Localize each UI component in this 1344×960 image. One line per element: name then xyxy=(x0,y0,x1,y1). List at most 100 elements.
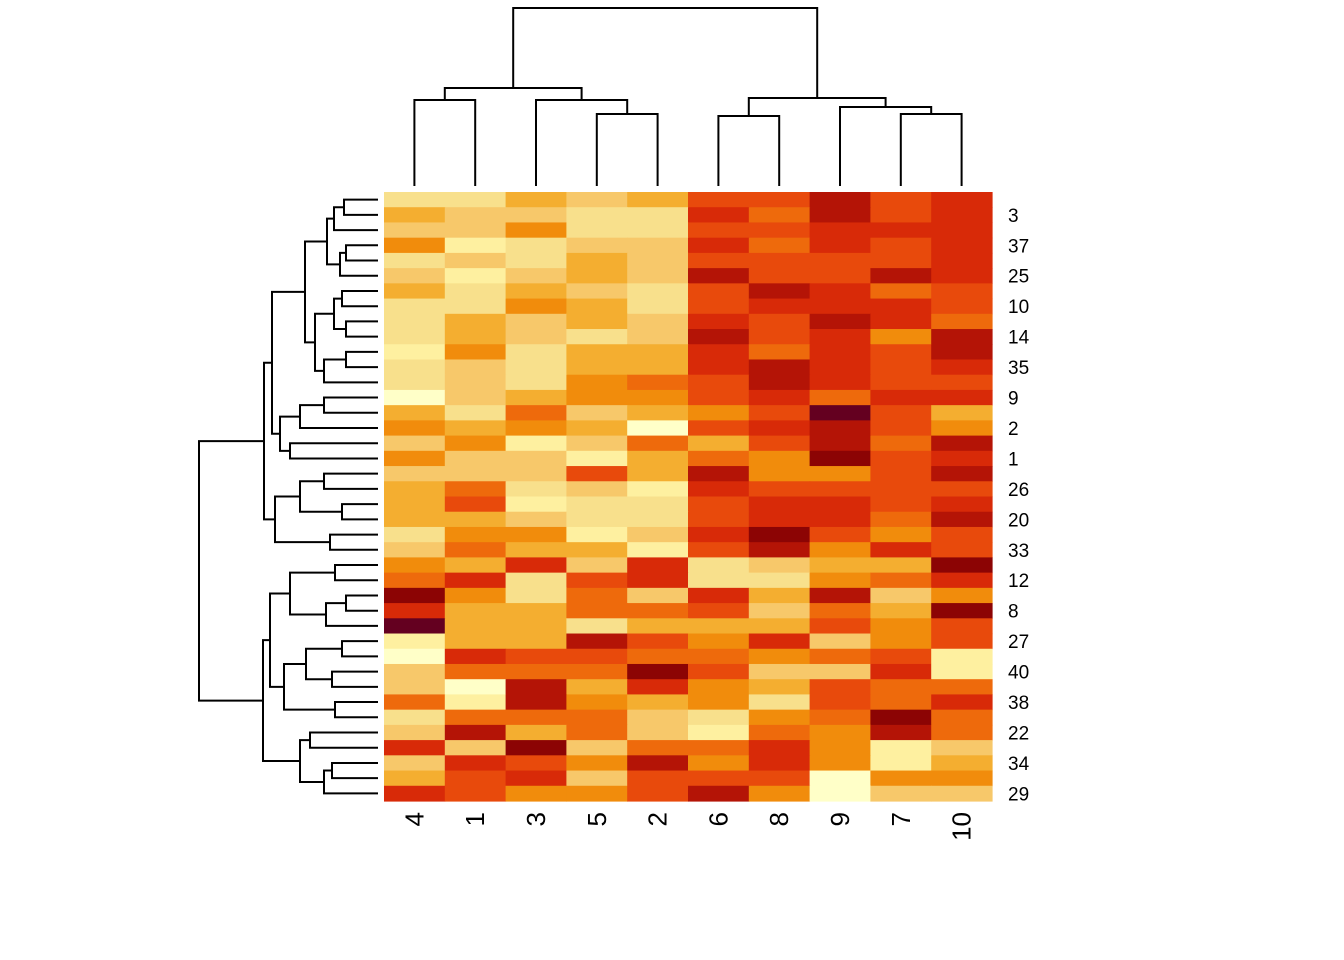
heatmap-cell xyxy=(688,724,750,741)
heatmap-cell xyxy=(384,572,446,589)
heatmap-cell xyxy=(566,268,628,284)
heatmap-cell xyxy=(748,237,811,254)
heatmap-cell xyxy=(870,298,932,315)
heatmap-cell xyxy=(566,496,628,513)
heatmap-cell xyxy=(444,283,507,300)
heatmap-cell xyxy=(870,405,932,421)
row-dendrogram-link xyxy=(345,320,378,338)
heatmap-cell xyxy=(870,359,932,376)
heatmap-cell xyxy=(627,709,689,726)
heatmap-cell xyxy=(444,603,507,619)
heatmap-cell xyxy=(688,526,750,543)
heatmap-cell xyxy=(566,313,628,330)
row-dendrogram-link xyxy=(262,639,300,763)
heatmap-cell xyxy=(688,420,750,437)
heatmap-cell xyxy=(809,740,871,756)
heatmap-cell xyxy=(444,511,507,528)
heatmap-cell xyxy=(505,329,567,345)
heatmap-cell xyxy=(505,648,567,665)
heatmap-cell xyxy=(505,724,567,741)
heatmap-cell xyxy=(748,344,811,361)
row-dendrogram-link xyxy=(343,198,378,216)
row-labels: 3 37 25 10 14 35 9 2 1 26 20 33 12 8 27 40 38 22 34 29 xyxy=(1008,206,1030,806)
heatmap-cell xyxy=(688,283,750,300)
column-label: 6 xyxy=(703,812,733,826)
row-label: 8 xyxy=(1008,602,1019,623)
heatmap-cell xyxy=(809,724,871,741)
heatmap-cell xyxy=(505,192,567,208)
heatmap-cell xyxy=(688,268,750,284)
heatmap-cell xyxy=(809,298,871,315)
row-dendrogram-link xyxy=(289,571,335,616)
heatmap-cell xyxy=(748,755,811,772)
heatmap-cell xyxy=(688,435,750,452)
row-dendrogram-link xyxy=(345,244,378,262)
row-label: 25 xyxy=(1008,267,1029,288)
column-dendrogram-link xyxy=(899,113,963,186)
heatmap-cell xyxy=(444,496,507,513)
heatmap-cell xyxy=(870,633,932,650)
heatmap-cell xyxy=(809,389,871,406)
heatmap-cell xyxy=(627,389,689,406)
heatmap-cell xyxy=(809,572,871,589)
heatmap-cell xyxy=(384,648,446,665)
heatmap-cell xyxy=(566,511,628,528)
heatmap-cell xyxy=(566,420,628,437)
heatmap-cell xyxy=(384,511,446,528)
row-dendrogram-link xyxy=(329,533,378,551)
heatmap-cell xyxy=(931,359,993,376)
heatmap-cell xyxy=(627,785,689,802)
column-label: 4 xyxy=(399,812,429,826)
row-dendrogram-link xyxy=(345,594,378,612)
heatmap-cell xyxy=(748,496,811,513)
heatmap-cell xyxy=(870,587,932,604)
row-dendrogram-link xyxy=(325,602,378,627)
heatmap-cell xyxy=(809,770,871,787)
heatmap-cell xyxy=(809,618,871,635)
row-dendrogram-link xyxy=(333,206,378,232)
heatmap-cell xyxy=(688,344,750,361)
heatmap-cell xyxy=(809,435,871,452)
heatmap-cell xyxy=(444,222,507,239)
heatmap-cell xyxy=(627,207,689,224)
heatmap-cell xyxy=(748,268,811,284)
heatmap-cell xyxy=(444,648,507,665)
heatmap-cell xyxy=(444,740,507,756)
heatmap-cell xyxy=(748,526,811,543)
heatmap-cell xyxy=(870,526,932,543)
heatmap-cell xyxy=(688,648,750,665)
heatmap-cell xyxy=(809,420,871,437)
heatmap-cell xyxy=(931,557,993,574)
heatmap-cell xyxy=(627,192,689,208)
heatmap-cell xyxy=(384,450,446,467)
heatmap-cell xyxy=(931,329,993,345)
heatmap-cell xyxy=(809,222,871,239)
heatmap-cell xyxy=(748,542,811,558)
row-dendrogram-link xyxy=(274,495,330,544)
heatmap-cell xyxy=(566,222,628,239)
heatmap-cell xyxy=(748,572,811,589)
heatmap-cell xyxy=(809,663,871,680)
heatmap-cell xyxy=(444,663,507,680)
row-dendrogram-link xyxy=(198,440,264,702)
heatmap-cell xyxy=(444,481,507,498)
row-label: 34 xyxy=(1008,754,1030,775)
heatmap-cell xyxy=(870,283,932,300)
heatmap-cell xyxy=(688,709,750,726)
heatmap-cell xyxy=(809,648,871,665)
row-dendrogram-link xyxy=(341,640,378,658)
heatmap-cell xyxy=(627,298,689,315)
heatmap-cell xyxy=(688,359,750,376)
heatmap-cell xyxy=(505,679,567,696)
heatmap-cell xyxy=(505,435,567,452)
heatmap-cell xyxy=(748,207,811,224)
heatmap-cell xyxy=(931,770,993,787)
heatmap-cell xyxy=(931,283,993,300)
heatmap-cell xyxy=(505,466,567,482)
heatmap-cell xyxy=(748,283,811,300)
heatmap-cells xyxy=(384,192,993,802)
heatmap-cell xyxy=(688,192,750,208)
heatmap-cell xyxy=(809,359,871,376)
row-label: 22 xyxy=(1008,724,1029,745)
